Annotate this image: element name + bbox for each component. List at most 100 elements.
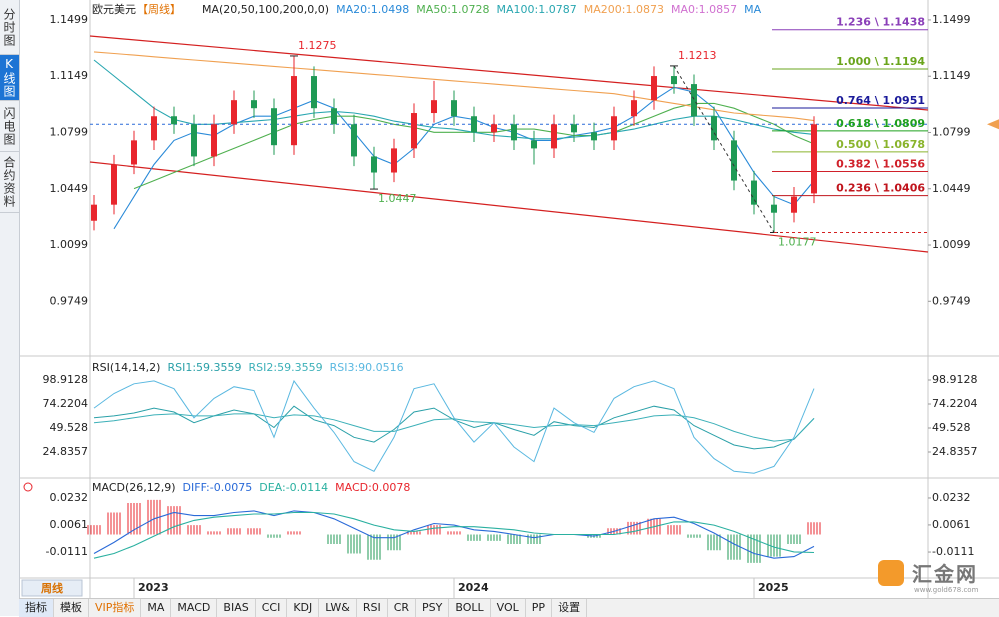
series-line [93, 510, 815, 559]
x-tick-label: 2023 [138, 581, 169, 594]
series-line [93, 511, 815, 559]
side-tab[interactable]: 合约资料 [0, 152, 19, 213]
x-tick-label: 2024 [458, 581, 489, 594]
toolbar-tab[interactable]: LW& [319, 599, 357, 617]
candle-body [411, 113, 417, 149]
legend-entry: RSI1:59.3559 [167, 361, 241, 374]
y-tick-label: 0.9749 [932, 294, 971, 307]
legend-entry: DIFF:-0.0075 [183, 481, 253, 494]
candle-body [611, 116, 617, 141]
toolbar-tab[interactable]: CCI [256, 599, 288, 617]
candle-body [431, 100, 437, 114]
candle-body [251, 100, 257, 109]
y-tick-label: 1.0799 [50, 125, 89, 138]
toolbar-tab[interactable]: VOL [491, 599, 526, 617]
toolbar-tab[interactable]: 模板 [54, 599, 89, 617]
y-tick-label: 49.528 [50, 421, 89, 434]
candle-body [811, 124, 817, 194]
y-tick-label: 1.0449 [50, 182, 89, 195]
candle-body [391, 148, 397, 173]
candle-body [491, 124, 497, 133]
y-tick-label: 0.0061 [932, 518, 971, 531]
candle-body [351, 124, 357, 157]
fib-label: 0.236 \ 1.0406 [836, 182, 925, 195]
fib-label: 0.500 \ 1.0678 [836, 138, 925, 151]
candle-body [751, 180, 757, 205]
toolbar-tab[interactable]: PP [526, 599, 553, 617]
side-tab[interactable]: 分时图 [0, 0, 19, 55]
y-tick-label: 1.0449 [932, 182, 971, 195]
y-tick-label: 98.9128 [932, 373, 978, 386]
candle-body [671, 76, 677, 85]
extreme-label: 1.1213 [678, 49, 717, 62]
candle-body [451, 100, 457, 117]
y-tick-label: 1.1149 [50, 69, 89, 82]
fib-label: 1.236 \ 1.1438 [836, 16, 925, 29]
y-tick-label: 1.1499 [932, 13, 971, 26]
toolbar-tab[interactable]: PSY [416, 599, 450, 617]
candle-body [331, 108, 337, 125]
logo-text: 汇金网 [912, 562, 978, 586]
extreme-label: 1.0177 [778, 235, 817, 248]
toolbar: 指标 模板 VIP指标 MA MACD BIAS CCI KDJ LW& RSI CR PSY BOLL… [19, 598, 999, 617]
toolbar-tab[interactable]: BIAS [217, 599, 256, 617]
period-box[interactable] [21, 579, 83, 597]
fib-trend [673, 65, 775, 233]
toolbar-tab[interactable]: KDJ [287, 599, 320, 617]
legend-entry: MA20:1.0498 [336, 3, 409, 16]
toolbar-tab[interactable]: 设置 [552, 599, 588, 617]
y-tick-label: 1.1499 [50, 13, 89, 26]
y-tick-label: 1.1149 [932, 69, 971, 82]
logo-url: www.gold678.com [914, 586, 979, 594]
series-line [113, 86, 815, 230]
x-tick-label: 2025 [758, 581, 789, 594]
toolbar-tab[interactable]: 指标 [19, 599, 54, 617]
y-tick-label: 74.2204 [932, 397, 978, 410]
macd-icon [23, 482, 33, 492]
legend-entry: MA50:1.0728 [416, 3, 489, 16]
candle-body [311, 76, 317, 109]
candle-body [111, 164, 117, 205]
candle-body [651, 76, 657, 101]
toolbar-tab[interactable]: BOLL [449, 599, 491, 617]
side-tabs: 分时图 K线图 闪电图 合约资料 [0, 0, 20, 616]
y-tick-label: 24.8357 [932, 445, 978, 458]
toolbar-tab[interactable]: RSI [357, 599, 388, 617]
y-tick-label: 98.9128 [43, 373, 89, 386]
candle-body [191, 124, 197, 157]
candle-body [471, 116, 477, 133]
series-line [93, 413, 815, 442]
side-tab[interactable]: K线图 [0, 55, 19, 101]
candle-body [551, 124, 557, 149]
y-tick-label: 74.2204 [43, 397, 89, 410]
period-tab[interactable]: 周线 [41, 581, 63, 595]
extreme-label: 1.0447 [378, 192, 417, 205]
y-tick-label: 1.0099 [932, 238, 971, 251]
candle-body [291, 76, 297, 146]
toolbar-tab[interactable]: MACD [171, 599, 218, 617]
toolbar-tab[interactable]: CR [388, 599, 417, 617]
candle-body [531, 140, 537, 149]
legend-entry: DEA:-0.0114 [259, 481, 328, 494]
candle-body [711, 116, 717, 141]
channel [89, 35, 929, 253]
legend-entry: MA100:1.0787 [497, 3, 577, 16]
candle-body [371, 156, 377, 173]
legend-entry: RSI(14,14,2) [92, 361, 160, 374]
candle-body [511, 124, 517, 141]
candle-body [691, 84, 697, 117]
candle-body [571, 124, 577, 133]
chart-title: 欧元美元 [92, 3, 136, 16]
period-label: 【周线】 [137, 2, 181, 16]
y-tick-label: -0.0111 [932, 545, 974, 558]
y-tick-label: 0.9749 [50, 294, 89, 307]
toolbar-tab[interactable]: MA [141, 599, 172, 617]
legend-entry: RSI2:59.3559 [249, 361, 323, 374]
side-tab[interactable]: 闪电图 [0, 101, 19, 152]
series-line [93, 379, 815, 474]
toolbar-tab[interactable]: VIP指标 [89, 599, 142, 617]
candle-body [631, 100, 637, 117]
candle-body [131, 140, 137, 165]
candle-body [151, 116, 157, 141]
